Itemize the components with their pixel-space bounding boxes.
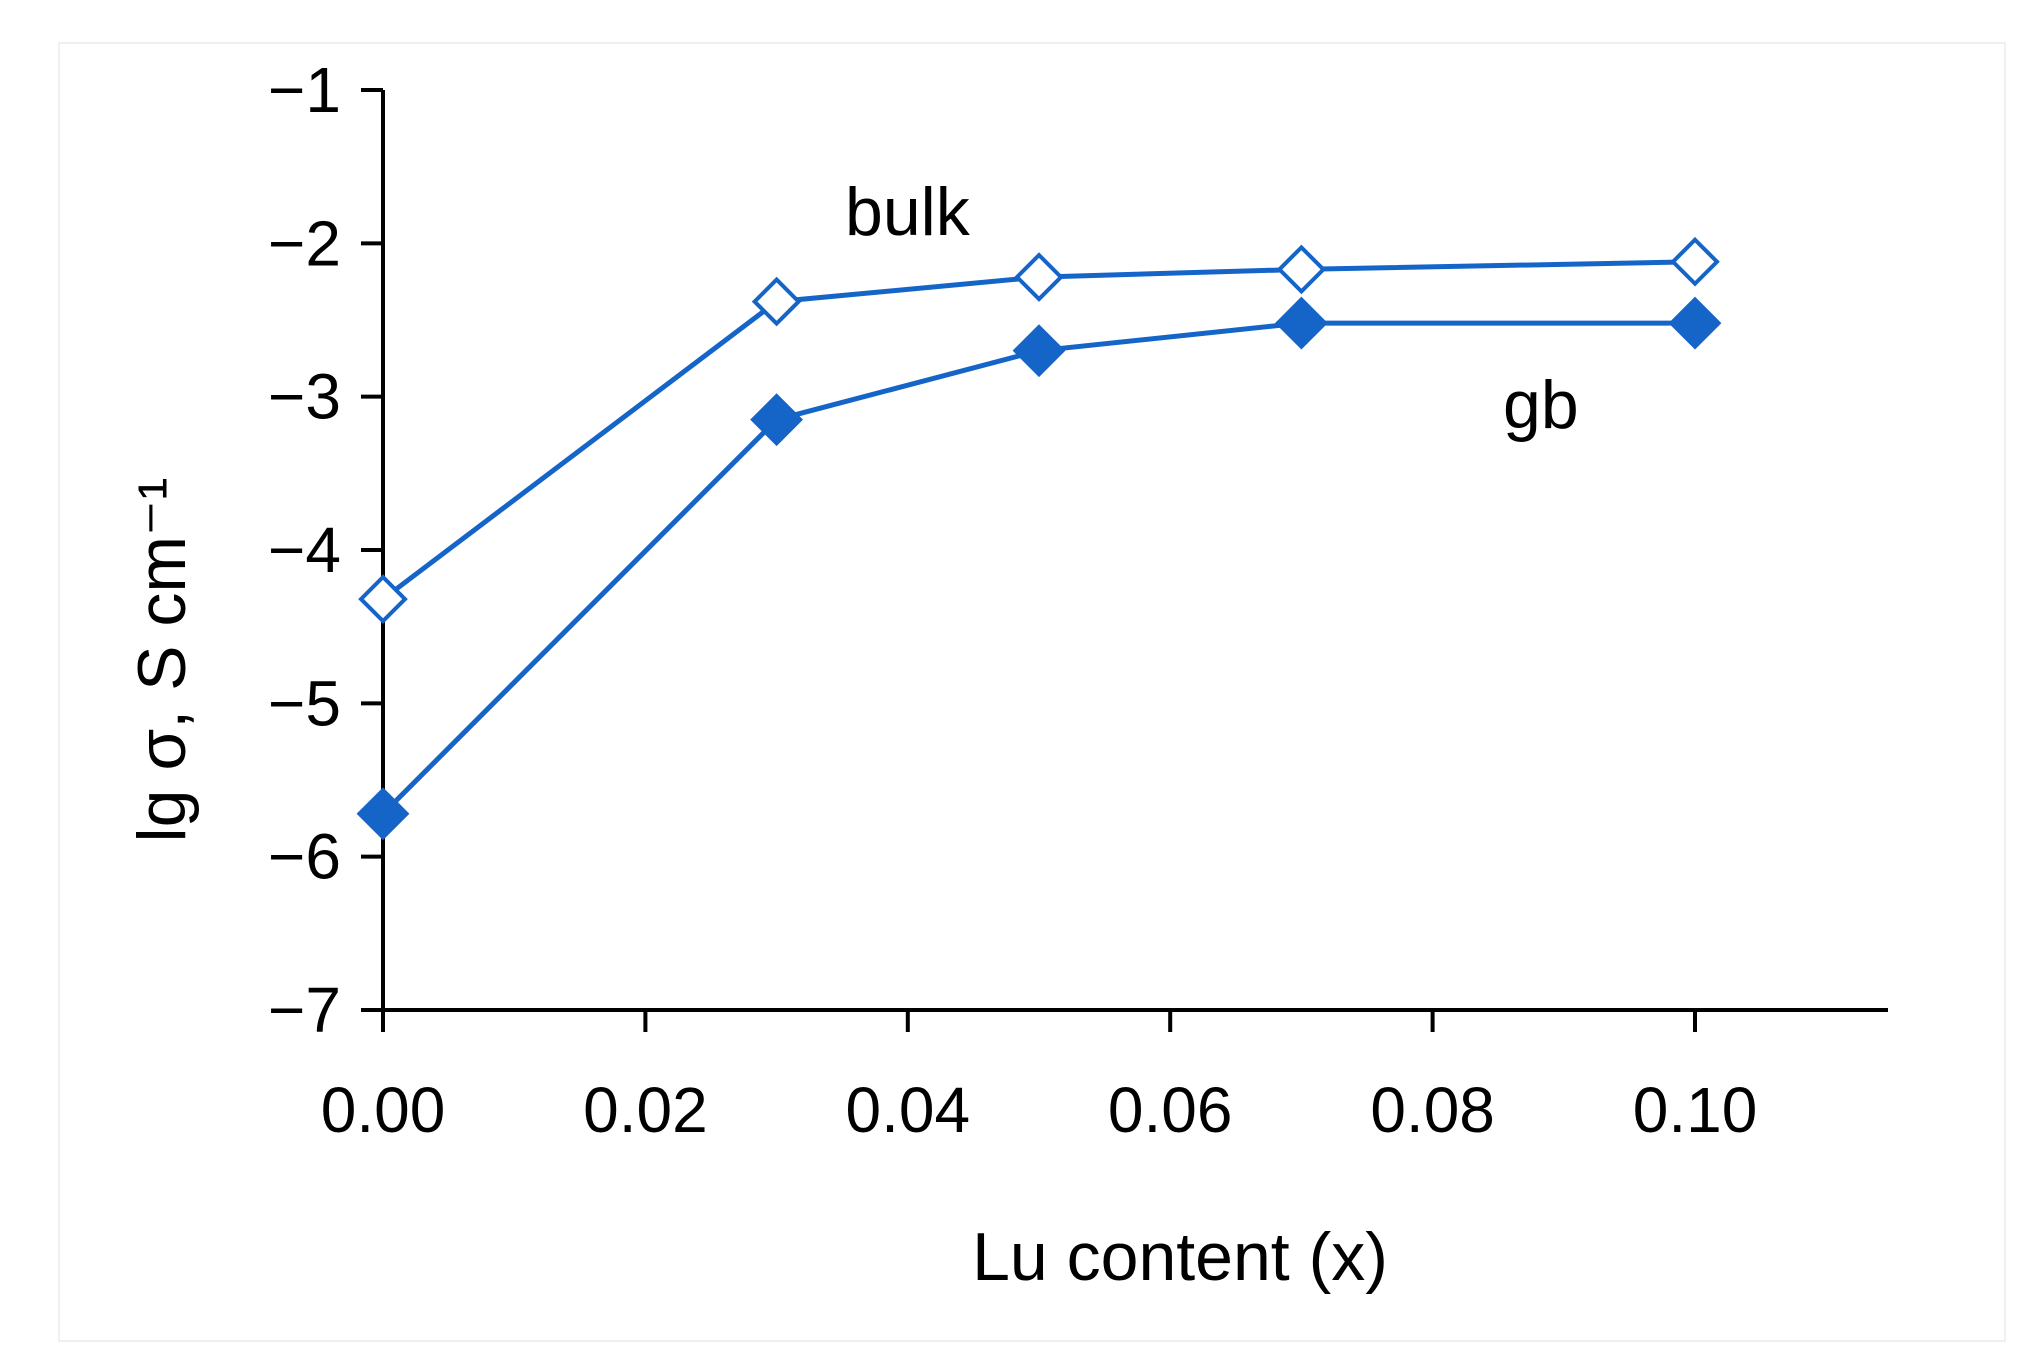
y-tick-label: −6 (268, 821, 341, 893)
marker-gb (750, 393, 804, 447)
series-line-bulk (381, 259, 1696, 602)
x-tick-label: 0.02 (583, 1074, 708, 1146)
marker-gb (1668, 296, 1722, 350)
marker-bulk (358, 574, 408, 624)
y-tick-label: −7 (268, 974, 341, 1046)
y-tick-label: −5 (268, 667, 341, 739)
series-line-gb (381, 320, 1695, 816)
marker-gb (356, 787, 410, 841)
x-tick-label: 0.10 (1633, 1074, 1758, 1146)
y-axis-label: lg σ, S cm⁻¹ (124, 477, 200, 842)
marker-bulk (1014, 252, 1064, 302)
chart-frame (58, 42, 2006, 1342)
marker-bulk (751, 276, 802, 327)
marker-bulk (1276, 244, 1327, 295)
y-tick-label: −3 (268, 361, 341, 433)
marker-gb (1012, 324, 1066, 378)
y-tick-label: −1 (268, 54, 341, 126)
series-layer (356, 236, 1722, 841)
annotation-bulk: bulk (845, 174, 971, 250)
x-axis-label: Lu content (x) (972, 1219, 1388, 1295)
x-tick-label: 0.06 (1108, 1074, 1233, 1146)
x-tick-label: 0.08 (1370, 1074, 1495, 1146)
y-tick-label: −2 (268, 207, 341, 279)
marker-bulk (1670, 236, 1720, 287)
x-tick-label: 0.00 (321, 1074, 446, 1146)
annotation-gb: gb (1503, 367, 1579, 443)
marker-gb (1274, 296, 1328, 350)
x-tick-label: 0.04 (846, 1074, 971, 1146)
y-tick-label: −4 (268, 514, 341, 586)
axes: −1 −2 −3 −4 −5 −6 −7 0.00 0.02 0.04 0.06 0.08 0.10 (268, 54, 1888, 1146)
